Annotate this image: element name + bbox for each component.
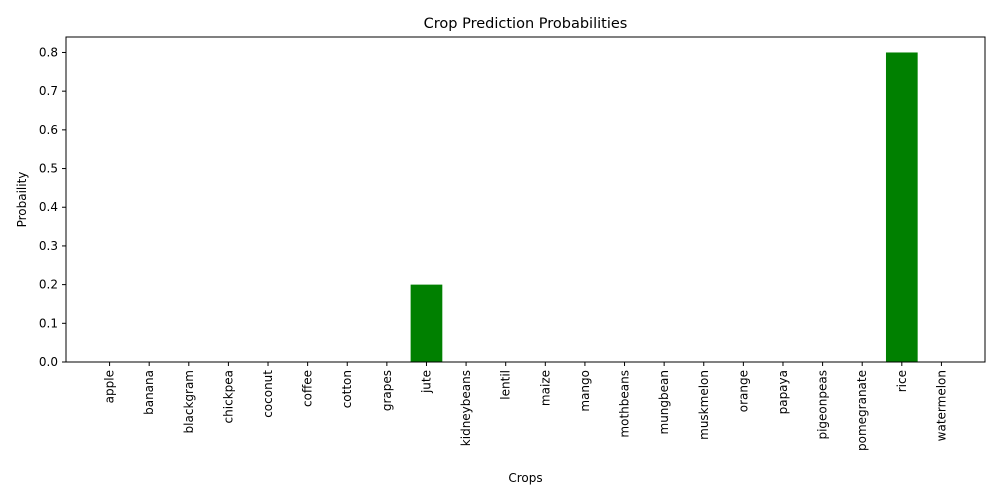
x-tick-label-rice: rice bbox=[895, 370, 909, 392]
x-tick-label-pigeonpeas: pigeonpeas bbox=[816, 370, 830, 440]
x-axis-title: Crops bbox=[508, 471, 542, 485]
x-tick-label-lentil: lentil bbox=[499, 370, 513, 400]
x-tick-label-apple: apple bbox=[103, 370, 117, 403]
x-tick-label-mothbeans: mothbeans bbox=[618, 370, 632, 438]
x-tick-label-cotton: cotton bbox=[340, 370, 354, 408]
x-tick-label-pomegranate: pomegranate bbox=[855, 370, 869, 451]
x-tick-label-watermelon: watermelon bbox=[934, 370, 948, 441]
y-tick-label: 0.0 bbox=[39, 355, 58, 369]
y-tick-label: 0.6 bbox=[39, 123, 58, 137]
x-tick-label-jute: jute bbox=[419, 370, 433, 394]
x-tick-label-kidneybeans: kidneybeans bbox=[459, 370, 473, 446]
x-tick-label-coconut: coconut bbox=[261, 370, 275, 418]
y-tick-label: 0.4 bbox=[39, 200, 58, 214]
x-axis: apple banana blackgram chickpea coconut coffe… bbox=[103, 362, 948, 451]
x-tick-label-orange: orange bbox=[736, 370, 750, 412]
x-tick-label-chickpea: chickpea bbox=[221, 370, 235, 423]
bar-jute bbox=[410, 284, 443, 362]
x-tick-label-mungbean: mungbean bbox=[657, 370, 671, 434]
y-tick-label: 0.3 bbox=[39, 239, 58, 253]
x-tick-label-mango: mango bbox=[578, 370, 592, 412]
x-tick-label-coffee: coffee bbox=[301, 370, 315, 407]
x-tick-label-muskmelon: muskmelon bbox=[697, 370, 711, 440]
x-tick-label-grapes: grapes bbox=[380, 370, 394, 411]
x-tick-label-blackgram: blackgram bbox=[182, 370, 196, 433]
chart-title: Crop Prediction Probabilities bbox=[424, 16, 628, 32]
y-tick-label: 0.5 bbox=[39, 162, 58, 176]
y-axis-title: Probaility bbox=[15, 172, 29, 228]
x-tick-label-maize: maize bbox=[538, 370, 552, 406]
plot-frame bbox=[65, 36, 986, 363]
bars-group bbox=[410, 52, 918, 362]
x-tick-label-papaya: papaya bbox=[776, 370, 790, 414]
y-tick-label: 0.2 bbox=[39, 278, 58, 292]
y-tick-label: 0.8 bbox=[39, 45, 58, 59]
x-tick-label-banana: banana bbox=[142, 370, 156, 415]
bar-rice bbox=[885, 52, 918, 362]
y-axis: 0.0 0.1 0.2 0.3 0.4 0.5 0.6 0.7 0.8 bbox=[39, 45, 66, 369]
y-tick-label: 0.1 bbox=[39, 316, 58, 330]
y-tick-label: 0.7 bbox=[39, 84, 58, 98]
